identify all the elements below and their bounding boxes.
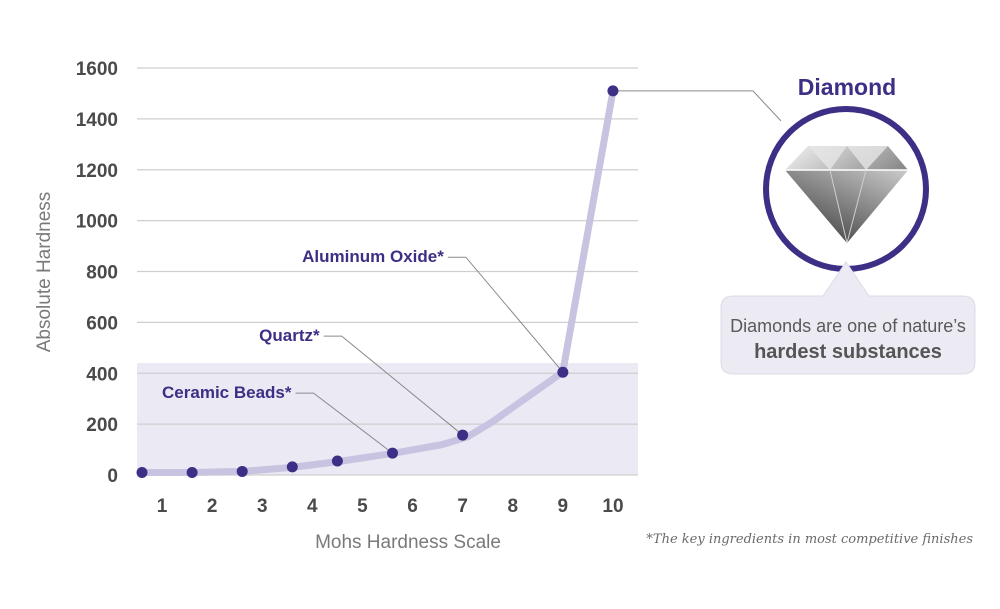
diamond-image <box>785 146 908 244</box>
y-tick-label: 1000 <box>76 212 118 233</box>
y-tick-labels: 0 200 400 600 800 1000 1200 1400 1600 <box>76 59 118 487</box>
data-point <box>286 461 298 473</box>
data-point <box>186 466 198 478</box>
y-tick-label: 1600 <box>76 59 118 80</box>
annotation-leaders <box>295 90 782 454</box>
x-tick-label: 1 <box>157 496 168 517</box>
y-tick-label: 800 <box>86 263 118 284</box>
x-tick-label: 9 <box>558 496 569 517</box>
callout-text-line1: Diamonds are one of nature’s <box>730 316 966 336</box>
annotation-leader <box>447 256 564 373</box>
callout-text-line2: hardest substances <box>754 341 942 363</box>
highlight-band <box>137 363 638 475</box>
y-tick-label: 1400 <box>76 110 118 131</box>
x-tick-labels: 1 2 3 4 5 6 7 8 9 10 <box>157 496 624 517</box>
annotation-label: Ceramic Beads* <box>162 383 292 402</box>
callout-bubble <box>720 261 976 375</box>
data-point <box>607 85 619 97</box>
diamond-panel: Diamond Diamonds are one of nature’s har… <box>720 74 976 375</box>
x-tick-label: 8 <box>507 496 518 517</box>
y-tick-label: 200 <box>86 415 118 436</box>
x-tick-label: 2 <box>207 496 218 517</box>
data-points <box>136 85 619 478</box>
annotation-leader <box>323 335 463 436</box>
footnote: *The key ingredients in most competitive… <box>646 532 973 547</box>
x-tick-label: 4 <box>307 496 318 517</box>
y-tick-label: 0 <box>107 466 118 487</box>
x-tick-label: 7 <box>457 496 468 517</box>
annotation-leader <box>295 392 393 454</box>
annotation-label: Quartz* <box>259 326 320 345</box>
grid <box>137 67 638 476</box>
annotation-labels: Ceramic Beads* Quartz* Aluminum Oxide* <box>162 247 444 402</box>
data-point <box>136 466 148 478</box>
y-axis-title: Absolute Hardness <box>34 192 55 353</box>
y-tick-label: 600 <box>86 313 118 334</box>
x-tick-label: 6 <box>407 496 418 517</box>
diamond-leader <box>612 90 782 122</box>
x-tick-label: 10 <box>602 496 623 517</box>
data-point <box>331 455 343 467</box>
x-axis-title: Mohs Hardness Scale <box>315 532 501 553</box>
diamond-title: Diamond <box>798 74 896 100</box>
x-tick-label: 3 <box>257 496 268 517</box>
x-tick-label: 5 <box>357 496 368 517</box>
data-point <box>387 447 399 459</box>
data-point <box>557 366 569 378</box>
data-point <box>236 465 248 477</box>
data-point <box>457 429 469 441</box>
y-tick-label: 400 <box>86 364 118 385</box>
y-tick-label: 1200 <box>76 161 118 182</box>
annotation-label: Aluminum Oxide* <box>302 247 444 266</box>
